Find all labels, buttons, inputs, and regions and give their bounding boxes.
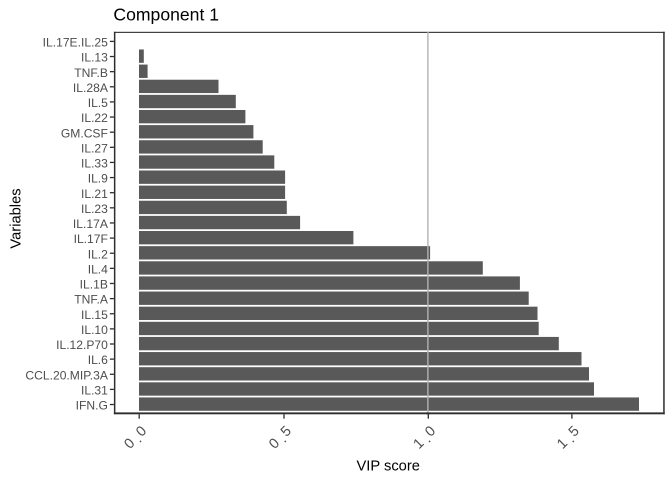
svg-text:TNF.A: TNF.A [74, 293, 109, 307]
svg-text:IL.5: IL.5 [88, 96, 108, 110]
svg-text:CCL.20.MIP.3A: CCL.20.MIP.3A [25, 368, 108, 382]
svg-text:TNF.B: TNF.B [74, 66, 108, 80]
svg-text:IL.17E.IL.25: IL.17E.IL.25 [43, 36, 108, 50]
svg-text:Component 1: Component 1 [113, 5, 219, 25]
svg-text:IL.13: IL.13 [81, 51, 108, 65]
svg-text:IL.22: IL.22 [81, 111, 108, 125]
svg-text:VIP score: VIP score [356, 458, 419, 474]
svg-text:IL.4: IL.4 [88, 262, 108, 276]
svg-text:IL.2: IL.2 [88, 247, 108, 261]
svg-text:IL.33: IL.33 [81, 157, 108, 171]
svg-text:Variables: Variables [8, 188, 24, 248]
svg-text:IFN.G: IFN.G [76, 399, 108, 413]
svg-text:IL.12.P70: IL.12.P70 [56, 338, 108, 352]
svg-text:IL.31: IL.31 [81, 383, 108, 397]
svg-text:IL.27: IL.27 [81, 141, 108, 155]
svg-text:IL.23: IL.23 [81, 202, 108, 216]
svg-text:IL.21: IL.21 [81, 187, 108, 201]
svg-text:IL.6: IL.6 [88, 353, 108, 367]
svg-text:GM.CSF: GM.CSF [61, 126, 108, 140]
svg-text:IL.17A: IL.17A [73, 217, 109, 231]
svg-text:IL.9: IL.9 [88, 172, 108, 186]
svg-text:IL.17F: IL.17F [74, 232, 108, 246]
svg-text:IL.10: IL.10 [81, 323, 108, 337]
svg-text:IL.15: IL.15 [81, 308, 108, 322]
svg-text:IL.1B: IL.1B [80, 278, 108, 292]
svg-text:IL.28A: IL.28A [73, 81, 109, 95]
